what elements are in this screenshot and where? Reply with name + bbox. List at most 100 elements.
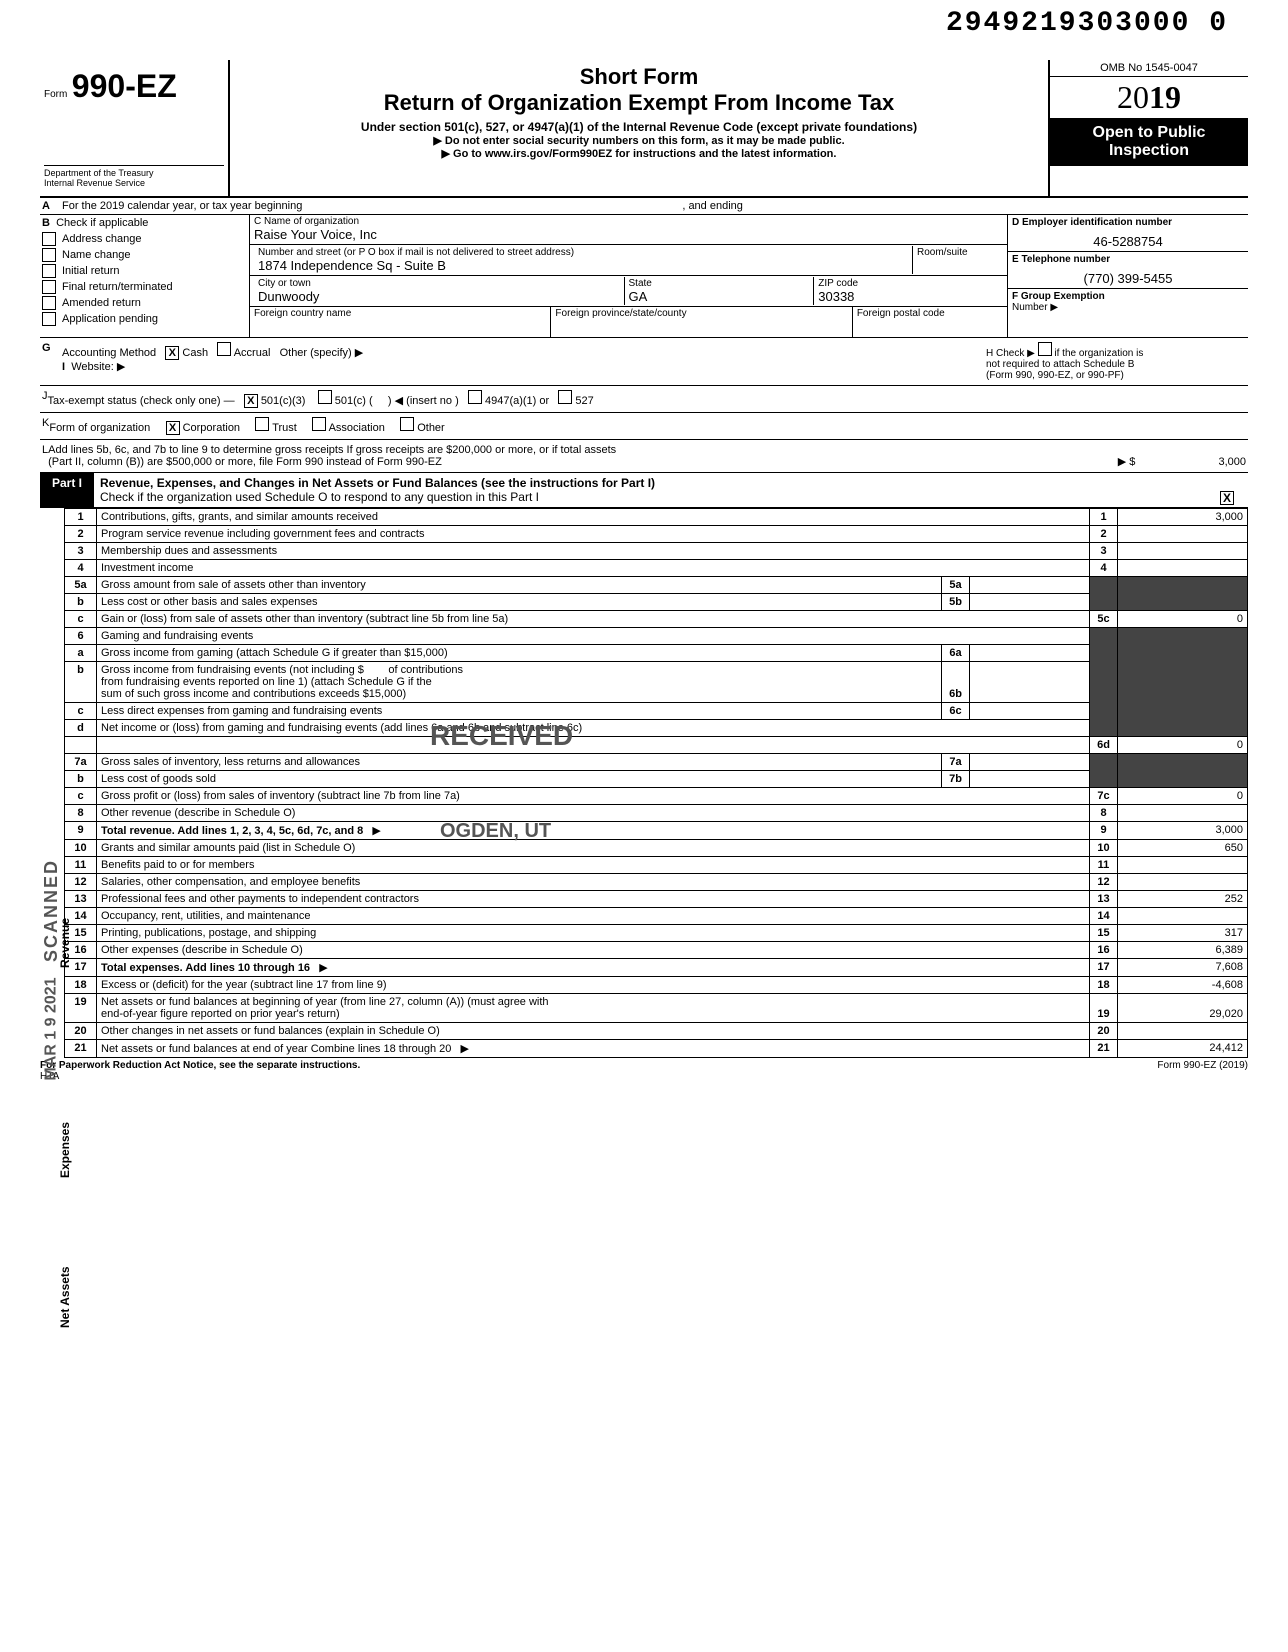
subtitle-3: ▶ Go to www.irs.gov/Form990EZ for instru… — [238, 147, 1040, 160]
part-i-label: Part I — [40, 473, 94, 507]
line-21-desc: Net assets or fund balances at end of ye… — [101, 1043, 451, 1055]
subtitle-1: Under section 501(c), 527, or 4947(a)(1)… — [238, 120, 1040, 134]
checkbox-initial-return[interactable] — [42, 264, 56, 278]
g-label: Accounting Method — [62, 347, 156, 359]
org-zip: 30338 — [818, 289, 999, 304]
d-label: D Employer identification number — [1012, 217, 1244, 228]
line-19-amt: 29,020 — [1118, 994, 1248, 1023]
line-6c-desc: Less direct expenses from gaming and fun… — [97, 703, 942, 720]
checkbox-527[interactable] — [558, 390, 572, 404]
section-b-through-f: B Check if applicable Address change Nam… — [40, 215, 1248, 338]
line-17-desc: Total expenses. Add lines 10 through 16 — [101, 962, 310, 974]
row-a-text: For the 2019 calendar year, or tax year … — [62, 200, 302, 212]
line-3-desc: Membership dues and assessments — [97, 543, 1090, 560]
page-footer: For Paperwork Reduction Act Notice, see … — [40, 1060, 1248, 1082]
line-19-d1: Net assets or fund balances at beginning… — [101, 996, 549, 1008]
e-label: E Telephone number — [1012, 254, 1244, 265]
checkbox-amended-return[interactable] — [42, 296, 56, 310]
b-item-3: Final return/terminated — [62, 281, 173, 293]
line-8-amt — [1118, 805, 1248, 822]
checkbox-h[interactable] — [1038, 342, 1052, 356]
h-text-3: (Form 990, 990-EZ, or 990-PF) — [986, 370, 1124, 381]
side-revenue: Revenue — [58, 918, 72, 968]
checkbox-corporation[interactable] — [166, 421, 180, 435]
checkbox-association[interactable] — [312, 417, 326, 431]
line-13-amt: 252 — [1118, 891, 1248, 908]
line-7b-desc: Less cost of goods sold — [97, 771, 942, 788]
foreign-postal-label: Foreign postal code — [857, 308, 1003, 319]
checkbox-application-pending[interactable] — [42, 312, 56, 326]
line-12-desc: Salaries, other compensation, and employ… — [97, 874, 1090, 891]
line-19-d2: end-of-year figure reported on prior yea… — [101, 1008, 340, 1020]
label-k: K — [42, 417, 49, 435]
row-a-ending: , and ending — [682, 200, 743, 212]
document-locator-number: 2949219303000 0 — [946, 8, 1228, 39]
checkbox-cash[interactable] — [165, 346, 179, 360]
other-specify-label: Other (specify) — [280, 347, 352, 359]
label-g: G — [42, 342, 62, 381]
h-text-1: if the organization is — [1054, 348, 1143, 359]
line-6-desc: Gaming and fundraising events — [97, 628, 1090, 645]
line-14-desc: Occupancy, rent, utilities, and maintena… — [97, 908, 1090, 925]
j-opt2: 501(c) ( — [335, 395, 373, 407]
f-label-2: Number ▶ — [1012, 302, 1244, 313]
line-6b-d4: sum of such gross income and contributio… — [101, 688, 406, 700]
b-header: Check if applicable — [56, 217, 148, 229]
line-3-amt — [1118, 543, 1248, 560]
line-20-desc: Other changes in net assets or fund bala… — [97, 1023, 1090, 1040]
line-8-desc: Other revenue (describe in Schedule O) — [97, 805, 1090, 822]
department-label: Department of the Treasury Internal Reve… — [44, 165, 224, 188]
l-amount: 3,000 — [1218, 456, 1246, 468]
line-15-desc: Printing, publications, postage, and shi… — [97, 925, 1090, 942]
checkbox-address-change[interactable] — [42, 232, 56, 246]
line-6b-d2: of contributions — [388, 664, 463, 676]
checkbox-501c3[interactable] — [244, 394, 258, 408]
j-label: Tax-exempt status (check only one) — — [48, 395, 235, 407]
tax-year: 2019 — [1050, 77, 1248, 118]
j-opt3: 4947(a)(1) or — [485, 395, 549, 407]
line-2-amt — [1118, 526, 1248, 543]
line-9-amt: 3,000 — [1118, 822, 1248, 840]
checkbox-schedule-o[interactable] — [1220, 491, 1234, 505]
line-5c-desc: Gain or (loss) from sale of assets other… — [97, 611, 1090, 628]
b-item-0: Address change — [62, 233, 142, 245]
foreign-country-label: Foreign country name — [254, 308, 546, 319]
b-item-2: Initial return — [62, 265, 119, 277]
form-number: 990-EZ — [72, 68, 177, 104]
checkbox-accrual[interactable] — [217, 342, 231, 356]
line-20-amt — [1118, 1023, 1248, 1040]
form-prefix: Form — [44, 89, 67, 100]
lines-table: 1Contributions, gifts, grants, and simil… — [64, 508, 1248, 1058]
accrual-label: Accrual — [234, 347, 271, 359]
part-i-title: Revenue, Expenses, and Changes in Net As… — [100, 476, 655, 490]
open-public-l1: Open to Public — [1056, 124, 1242, 142]
b-item-1: Name change — [62, 249, 131, 261]
city-label: City or town — [258, 278, 620, 289]
label-a: A — [40, 198, 60, 214]
line-12-amt — [1118, 874, 1248, 891]
line-7c-amt: 0 — [1118, 788, 1248, 805]
website-label: Website: ▶ — [71, 361, 125, 373]
checkbox-501c[interactable] — [318, 390, 332, 404]
footer-left: For Paperwork Reduction Act Notice, see … — [40, 1060, 360, 1071]
f-label: F Group Exemption — [1012, 291, 1105, 302]
line-16-amt: 6,389 — [1118, 942, 1248, 959]
subtitle-3-text: Go to www.irs.gov/Form990EZ for instruct… — [453, 148, 836, 160]
side-net-assets: Net Assets — [58, 1266, 72, 1328]
checkbox-4947[interactable] — [468, 390, 482, 404]
k-trust: Trust — [272, 422, 297, 434]
state-label: State — [629, 278, 810, 289]
line-6b-d3: from fundraising events reported on line… — [101, 676, 432, 688]
j-insert: ) ◀ (insert no ) — [388, 395, 459, 407]
line-10-desc: Grants and similar amounts paid (list in… — [97, 840, 1090, 857]
checkbox-name-change[interactable] — [42, 248, 56, 262]
b-item-5: Application pending — [62, 313, 158, 325]
checkbox-other-org[interactable] — [400, 417, 414, 431]
short-form-title: Short Form — [238, 64, 1040, 90]
line-6d-desc: Net income or (loss) from gaming and fun… — [97, 720, 1090, 737]
footer-hta: HTA — [40, 1071, 59, 1082]
checkbox-final-return[interactable] — [42, 280, 56, 294]
org-address: 1874 Independence Sq - Suite B — [258, 258, 908, 273]
checkbox-trust[interactable] — [255, 417, 269, 431]
k-label: Form of organization — [49, 422, 150, 434]
